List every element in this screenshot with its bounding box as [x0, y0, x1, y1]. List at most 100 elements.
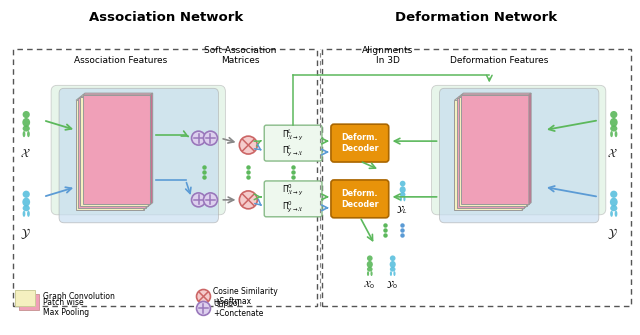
Bar	[78, 98, 146, 208]
Ellipse shape	[377, 186, 383, 193]
Ellipse shape	[610, 211, 613, 217]
Ellipse shape	[610, 198, 618, 206]
Ellipse shape	[27, 131, 30, 137]
Circle shape	[390, 255, 396, 261]
Polygon shape	[459, 95, 529, 97]
Polygon shape	[78, 97, 148, 98]
Text: $\mathcal{Y}$: $\mathcal{Y}$	[607, 226, 618, 241]
Text: $\mathcal{X}$: $\mathcal{X}$	[607, 147, 618, 160]
Bar	[457, 98, 524, 208]
Circle shape	[239, 136, 257, 154]
Text: $\mathcal{Y}_L$: $\mathcal{Y}_L$	[396, 204, 408, 216]
FancyBboxPatch shape	[331, 124, 388, 162]
Bar	[81, 97, 148, 206]
Bar	[322, 50, 630, 307]
Ellipse shape	[22, 205, 30, 211]
Text: Cosine Similarity
+Softmax: Cosine Similarity +Softmax	[214, 287, 278, 306]
Ellipse shape	[610, 125, 618, 132]
Polygon shape	[522, 98, 524, 210]
Text: Association Network: Association Network	[88, 11, 243, 24]
Polygon shape	[81, 95, 150, 97]
Polygon shape	[527, 95, 529, 206]
Ellipse shape	[377, 197, 379, 201]
Circle shape	[22, 191, 30, 198]
Circle shape	[191, 131, 205, 145]
Bar	[76, 100, 144, 210]
Text: Deform.
Decoder: Deform. Decoder	[341, 189, 379, 209]
Ellipse shape	[614, 131, 618, 137]
FancyBboxPatch shape	[331, 180, 388, 218]
Text: Unpool
+Conctenate: Unpool +Conctenate	[214, 299, 264, 318]
Ellipse shape	[367, 261, 373, 268]
Bar	[459, 97, 527, 206]
Circle shape	[610, 191, 618, 198]
Bar	[83, 95, 150, 204]
Circle shape	[204, 131, 218, 145]
Text: Alignments
In 3D: Alignments In 3D	[362, 46, 413, 65]
Text: Association Features: Association Features	[74, 56, 168, 65]
Circle shape	[239, 191, 257, 209]
FancyBboxPatch shape	[59, 88, 218, 223]
Polygon shape	[83, 93, 153, 95]
Text: Soft Association
Matrices: Soft Association Matrices	[204, 46, 276, 65]
Ellipse shape	[22, 211, 26, 217]
Text: $\Pi^L_{y\to\mathcal{X}}$: $\Pi^L_{y\to\mathcal{X}}$	[282, 144, 304, 159]
Circle shape	[400, 181, 406, 186]
Ellipse shape	[371, 271, 372, 276]
Ellipse shape	[394, 271, 396, 276]
Ellipse shape	[22, 125, 30, 132]
FancyBboxPatch shape	[51, 85, 225, 215]
Polygon shape	[454, 98, 524, 100]
Circle shape	[191, 193, 205, 207]
Ellipse shape	[390, 271, 392, 276]
Circle shape	[22, 111, 30, 118]
Bar	[19, 294, 39, 311]
Text: Graph Convolution: Graph Convolution	[43, 292, 115, 301]
Ellipse shape	[367, 271, 369, 276]
Circle shape	[204, 193, 218, 207]
Polygon shape	[461, 93, 531, 95]
Polygon shape	[146, 97, 148, 208]
Polygon shape	[529, 93, 531, 204]
Polygon shape	[524, 97, 527, 208]
Ellipse shape	[400, 192, 406, 197]
Polygon shape	[150, 93, 153, 204]
Bar	[454, 100, 522, 210]
Text: Deform.
Decoder: Deform. Decoder	[341, 133, 379, 153]
Bar	[13, 50, 317, 307]
Text: $\mathcal{Y}_0$: $\mathcal{Y}_0$	[386, 278, 398, 291]
Circle shape	[196, 289, 211, 304]
FancyBboxPatch shape	[264, 181, 322, 217]
Circle shape	[196, 302, 211, 315]
Ellipse shape	[367, 267, 372, 272]
Ellipse shape	[390, 267, 396, 272]
Ellipse shape	[380, 197, 383, 201]
Text: $\mathcal{X}_0$: $\mathcal{X}_0$	[363, 278, 375, 291]
Text: Deformation Features: Deformation Features	[450, 56, 548, 65]
Text: $\mathcal{X}$: $\mathcal{X}$	[20, 147, 31, 160]
Text: $\mathcal{Y}$: $\mathcal{Y}$	[20, 226, 31, 241]
Text: Deformation Network: Deformation Network	[396, 11, 557, 24]
FancyBboxPatch shape	[440, 88, 599, 223]
Text: $\Pi^0_{y\to\mathcal{X}}$: $\Pi^0_{y\to\mathcal{X}}$	[282, 199, 304, 215]
Polygon shape	[144, 98, 146, 210]
Circle shape	[367, 255, 372, 261]
Polygon shape	[76, 98, 146, 100]
FancyBboxPatch shape	[431, 85, 606, 215]
Polygon shape	[457, 97, 527, 98]
Ellipse shape	[22, 131, 26, 137]
Ellipse shape	[399, 186, 406, 193]
Ellipse shape	[390, 261, 396, 268]
Text: $\mathcal{X}_L$: $\mathcal{X}_L$	[373, 204, 385, 216]
Ellipse shape	[27, 211, 30, 217]
Ellipse shape	[610, 205, 618, 211]
Ellipse shape	[403, 197, 406, 201]
Ellipse shape	[400, 197, 402, 201]
Ellipse shape	[610, 131, 613, 137]
Circle shape	[377, 181, 383, 186]
FancyBboxPatch shape	[264, 125, 322, 161]
Text: $\Pi^0_{\mathcal{X}\to y}$: $\Pi^0_{\mathcal{X}\to y}$	[282, 183, 304, 198]
Ellipse shape	[377, 192, 383, 197]
Text: Patch wise
Max Pooling: Patch wise Max Pooling	[43, 298, 89, 317]
Ellipse shape	[22, 198, 30, 206]
